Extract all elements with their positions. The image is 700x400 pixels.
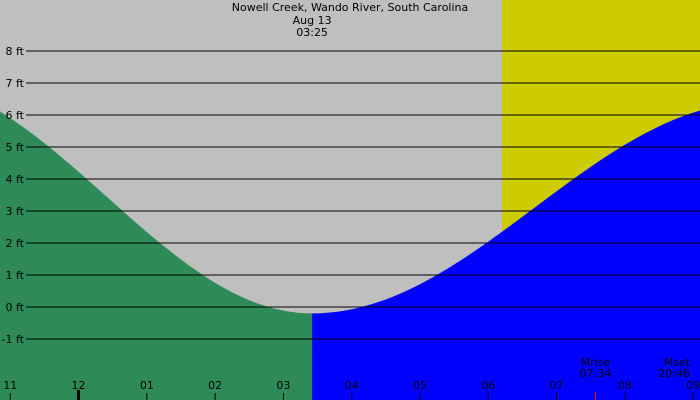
y-axis-labels: 8 ft 7 ft 6 ft 5 ft 4 ft 3 ft 2 ft 1 ft 0 ft -1 f… bbox=[2, 45, 25, 346]
hour-tick-label: 12 bbox=[72, 379, 86, 392]
moon-event-time: 20:46 bbox=[658, 367, 690, 380]
y-tick-label: 2 ft bbox=[6, 237, 25, 250]
hour-tick-label: 03 bbox=[276, 379, 290, 392]
falling-tide-area bbox=[0, 111, 313, 400]
tide-areas bbox=[0, 110, 700, 400]
y-tick-label: -1 ft bbox=[2, 333, 25, 346]
rising-tide-area bbox=[312, 110, 700, 400]
tide-time-label: 03:25 bbox=[296, 26, 328, 39]
y-tick-label: 1 ft bbox=[6, 269, 25, 282]
chart-title: Nowell Creek, Wando River, South Carolin… bbox=[232, 1, 469, 14]
grid-lines bbox=[26, 50, 700, 340]
hour-tick-label: 07 bbox=[550, 379, 564, 392]
hour-tick-label: 02 bbox=[208, 379, 222, 392]
hour-tick-label: 06 bbox=[481, 379, 495, 392]
tide-date-label: Aug 13 bbox=[293, 14, 332, 27]
x-axis: 11 12 01 02 03 04 05 06 07 08 09 bbox=[3, 379, 700, 400]
y-tick-label: 4 ft bbox=[6, 173, 25, 186]
y-tick-label: 8 ft bbox=[6, 45, 25, 58]
hour-tick-label: 01 bbox=[140, 379, 154, 392]
y-tick-label: 0 ft bbox=[6, 301, 25, 314]
hour-tick-label: 09 bbox=[686, 379, 700, 392]
hour-tick-label: 08 bbox=[618, 379, 632, 392]
hour-tick-label: 05 bbox=[413, 379, 427, 392]
hour-tick-label: 04 bbox=[345, 379, 359, 392]
moon-event-label: Mset bbox=[664, 356, 691, 369]
y-tick-label: 3 ft bbox=[6, 205, 25, 218]
moon-event-time: 07:34 bbox=[580, 367, 612, 380]
y-tick-label: 5 ft bbox=[6, 141, 25, 154]
moon-event-label: Mrise bbox=[581, 356, 611, 369]
y-tick-label: 7 ft bbox=[6, 77, 25, 90]
y-tick-label: 6 ft bbox=[6, 109, 25, 122]
hour-tick-label: 11 bbox=[3, 379, 17, 392]
